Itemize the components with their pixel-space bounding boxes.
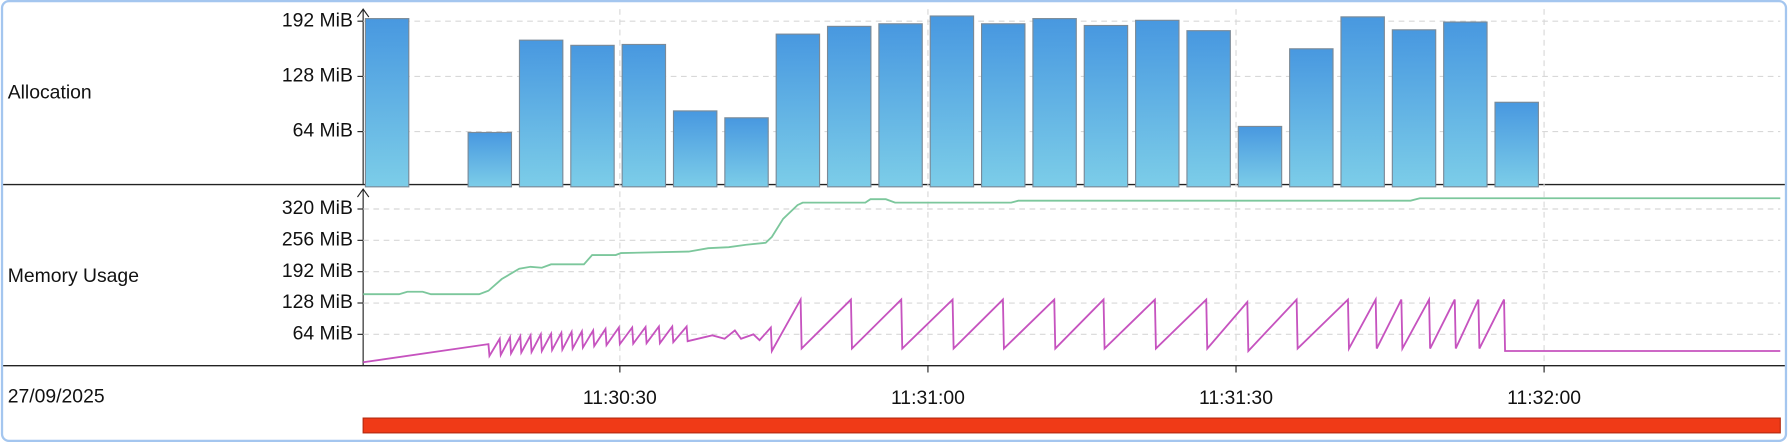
x-tick-label: 11:31:00	[891, 387, 965, 409]
bar	[980, 23, 1026, 188]
bar	[1083, 24, 1129, 188]
series-line	[363, 197, 1781, 296]
bar	[1032, 18, 1077, 188]
x-tick-label: 11:31:30	[1199, 387, 1273, 409]
row-label: Allocation	[8, 82, 92, 104]
bar	[775, 33, 821, 188]
y-tick-label: 64 MiB	[293, 322, 353, 344]
time-range-bar[interactable]	[362, 417, 1781, 434]
bar	[467, 131, 513, 188]
axis-arrow	[356, 188, 370, 198]
bar	[1391, 29, 1437, 188]
y-tick-label: 192 MiB	[282, 260, 353, 282]
bar	[1289, 48, 1334, 188]
bar	[724, 117, 769, 188]
bar	[826, 25, 872, 188]
bar	[929, 15, 975, 188]
date-label: 27/09/2025	[8, 386, 105, 408]
bar	[878, 23, 923, 188]
y-tick-label: 256 MiB	[282, 228, 353, 250]
y-tick-label: 128 MiB	[282, 291, 353, 313]
x-tick-label: 11:32:00	[1507, 387, 1581, 409]
y-tick-label: 64 MiB	[293, 120, 353, 142]
row-label: Memory Usage	[8, 265, 139, 287]
bar	[621, 43, 667, 188]
series-line	[363, 296, 1781, 364]
y-tick-label: 128 MiB	[282, 65, 353, 87]
bar	[672, 110, 718, 188]
x-tick-label: 11:30:30	[583, 387, 657, 409]
bar	[518, 39, 564, 188]
bar	[1443, 21, 1488, 188]
bar	[1135, 19, 1180, 188]
bar	[1494, 101, 1539, 188]
bar	[1237, 125, 1283, 188]
bar	[1186, 30, 1231, 188]
y-tick-label: 320 MiB	[282, 197, 353, 219]
bar	[570, 44, 615, 188]
bar	[1340, 16, 1385, 188]
bar	[364, 18, 410, 188]
axis-arrow	[356, 8, 370, 18]
y-tick-label: 192 MiB	[282, 9, 353, 31]
